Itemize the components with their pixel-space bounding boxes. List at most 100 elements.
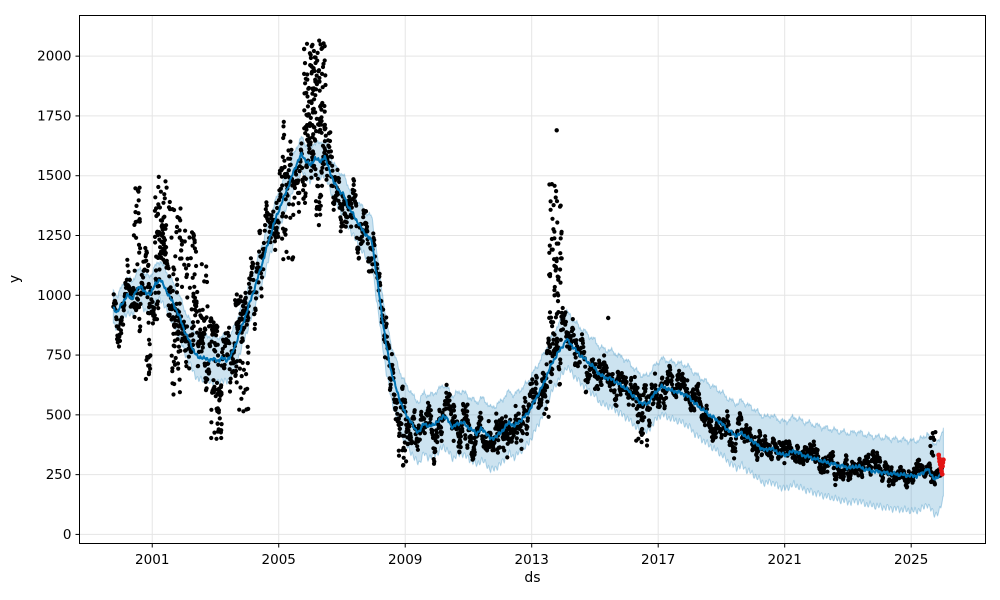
observation-point [156,184,161,190]
observation-point [548,199,553,204]
observation-point [748,427,753,432]
observation-point [642,415,647,420]
observation-point [898,464,903,470]
observation-point [891,482,896,487]
observations-layer [111,38,945,490]
observation-point [219,390,224,395]
observation-point [272,239,277,244]
observation-point [825,469,830,474]
observation-point [138,246,143,251]
observation-point [544,406,549,411]
observation-point [261,240,266,246]
observation-point [244,407,249,412]
observation-point [514,440,519,445]
observation-point [857,459,863,464]
observation-point [164,185,169,190]
observation-point [417,437,422,442]
observation-point [189,230,195,235]
observation-point [313,138,318,143]
observation-point [639,440,644,445]
observation-point [451,438,456,443]
observation-point [137,250,142,255]
observation-point [388,382,393,387]
observation-point [184,324,190,329]
observation-point [502,448,507,453]
observation-point [297,169,302,174]
observation-point [179,284,185,289]
observation-point [771,437,777,442]
observation-point [192,284,197,289]
observation-point [198,327,203,332]
observation-point [330,183,335,189]
observation-point [338,217,344,222]
x-tick-label: 2013 [515,552,549,568]
observation-point [157,267,162,272]
observation-point [429,414,434,419]
observation-point [531,394,536,399]
observation-point [321,61,326,66]
observation-point [610,372,615,377]
observation-point [153,268,159,273]
observation-point [624,379,629,385]
observation-point [282,158,287,163]
anomaly-point [940,463,945,469]
observation-point [310,42,315,48]
observation-point [192,295,198,300]
observation-point [161,257,166,262]
observation-point [302,61,308,66]
observation-point [148,366,153,371]
observation-point [283,197,288,202]
observation-point [552,293,557,298]
observation-point [560,327,566,332]
observation-point [593,362,598,367]
observation-point [204,264,209,269]
observation-point [227,389,233,394]
observation-point [316,223,321,228]
observation-point [733,441,738,446]
observation-point [554,336,560,341]
observation-point [645,438,650,443]
observation-point [279,174,284,179]
observation-point [469,452,474,457]
observation-point [369,256,374,261]
observation-point [452,414,457,419]
observation-point [141,275,146,280]
observation-point [547,310,553,315]
observation-point [558,251,563,256]
observation-point [162,237,167,243]
observation-point [135,297,141,302]
observation-point [308,140,313,145]
observation-point [321,162,326,167]
observation-point [448,406,453,411]
observation-point [408,435,413,440]
observation-point [200,331,205,336]
observation-point [222,366,227,371]
observation-point [640,418,645,423]
observation-point [522,395,527,401]
observation-point [273,247,278,252]
observation-point [311,106,316,111]
observation-point [244,372,249,377]
observation-point [216,408,221,413]
observation-point [602,353,607,358]
observation-point [152,208,157,213]
observation-point [185,256,190,261]
observation-point [236,298,241,303]
observation-point [126,269,131,274]
observation-point [554,241,559,246]
observation-point [263,223,268,228]
observation-point [551,320,556,325]
observation-point [465,409,470,414]
observation-point [215,324,220,329]
observation-point [444,382,449,387]
observation-point [377,271,382,276]
observation-point [274,225,279,230]
observation-point [252,326,257,331]
y-tick-label: 2000 [37,49,71,65]
axes-layer [75,15,986,548]
observation-point [314,213,319,218]
observation-point [525,416,531,421]
observation-point [524,431,530,436]
observation-point [173,254,178,259]
observation-point [623,375,629,380]
